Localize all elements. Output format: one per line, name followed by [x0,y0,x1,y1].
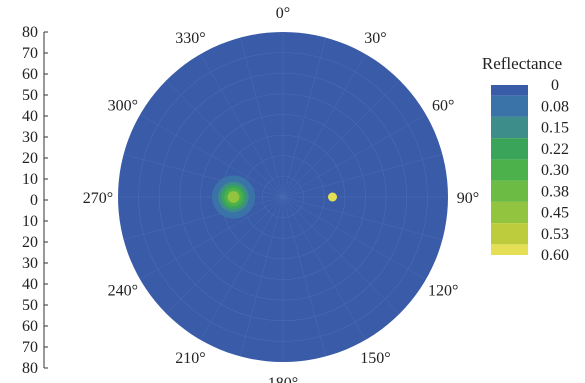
polar-grid-spoke [282,196,443,240]
radial-tick-label: 10 [22,171,38,188]
colorbar-tick-label: 0.22 [541,141,569,158]
colorbar-tick-label: 0.38 [541,183,569,200]
angular-tick-label: 150° [360,350,390,367]
polar-grid-spoke [282,37,326,198]
radial-tick-label: 30 [22,129,38,146]
radial-tick-label: 30 [22,255,38,272]
polar-grid-spoke [200,53,284,198]
colorbar-tick-label: 0.45 [541,205,569,222]
feature-peak [328,192,337,202]
colorbar-swatch [491,201,528,224]
polar-grid-spoke [282,196,366,341]
colorbar-swatch [491,85,528,96]
angular-tick-label: 30° [364,30,386,47]
radial-tick-label: 40 [22,108,38,125]
radial-tick-label: 0 [30,192,38,209]
angular-tick-label: 210° [175,350,205,367]
angular-tick-label: 270° [83,190,113,207]
polar-grid-spoke [240,37,284,198]
radial-tick-label: 50 [22,297,38,314]
radial-tick-label: 60 [22,66,38,83]
angular-tick-label: 240° [108,283,138,300]
radial-tick-label: 10 [22,213,38,230]
radial-tick-label: 40 [22,276,38,293]
radial-tick-label: 80 [22,24,38,41]
colorbar-tick-label: 0.08 [541,98,569,115]
colorbar-tick-label: 0.60 [541,247,569,264]
radial-tick-label: 60 [22,318,38,335]
radial-tick-label: 20 [22,150,38,167]
radial-tick-label: 80 [22,360,38,377]
polar-grid-spoke [282,80,400,198]
colorbar-swatch [491,95,528,117]
polar-grid-spoke [200,196,284,341]
angular-tick-label: 120° [428,283,458,300]
radial-tick-label: 50 [22,87,38,104]
colorbar-title: Reflectance [482,54,562,73]
reflectance-feature [211,175,256,219]
reflectance-feature [327,192,338,202]
colorbar-swatch [491,116,528,139]
colorbar-tick-label: 0 [551,77,559,94]
radial-tick-label: 70 [22,45,38,62]
radial-axis: 80 70 60 50 40 30 20 10 0 10 20 30 40 50 60 70 80 [22,24,48,377]
colorbar-tick-label: 0.30 [541,162,569,179]
polar-grid-spoke [282,154,443,198]
colorbar-swatch [491,180,528,202]
polar-grid-spoke [282,196,427,280]
polar-grid-spoke [282,114,427,198]
feature-peak [227,191,240,203]
angular-tick-label: 60° [432,98,454,115]
angular-tick-label: 0° [276,5,290,22]
polar-grid-spoke [123,196,284,240]
colorbar-tick-label: 0.53 [541,226,569,243]
colorbar-swatch [491,138,528,160]
angular-tick-label: 180° [268,375,298,383]
polar-grid-spoke [282,196,326,357]
polar-grid-spoke [139,114,284,198]
angular-tick-label: 300° [108,98,138,115]
radial-tick-label: 20 [22,234,38,251]
polar-grid-spoke [282,196,400,314]
angular-tick-label: 90° [457,190,479,207]
angular-tick-label: 330° [175,30,205,47]
polar-grid-spoke [240,196,284,357]
colorbar-swatch [491,223,528,245]
polar-grid-spoke [139,196,284,280]
colorbar-tick-label: 0.15 [541,120,569,137]
polar-grid-spoke [123,154,284,198]
polar-plot-area [118,32,448,362]
colorbar-swatch [491,159,528,181]
colorbar: Reflectance 0 0.08 0.15 0.22 0.30 0.38 0.45 0.5… [482,54,569,264]
polar-grid-spoke [282,53,366,198]
polar-grid-spoke [166,196,284,314]
angular-axis-labels: 0° 30° 60° 90° 120° 150° 180° 210° 240° 270° 300° 3… [83,5,479,383]
colorbar-swatch [491,244,528,255]
radial-tick-label: 70 [22,339,38,356]
polar-grid-spoke [166,80,284,198]
